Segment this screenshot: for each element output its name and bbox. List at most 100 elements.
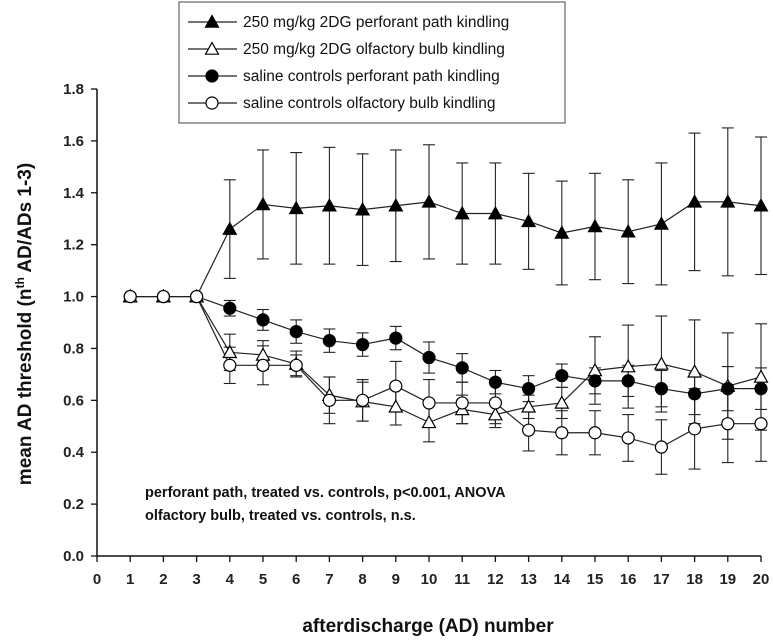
annotation-olfactory-bulb: olfactory bulb, treated vs. controls, n.… [145,508,416,524]
data-point-0 [355,201,371,216]
data-point-1 [620,358,636,373]
data-point-1 [687,364,703,378]
x-tick-label: 17 [653,571,670,588]
x-tick-label: 0 [93,571,101,588]
data-point-3 [356,393,370,407]
data-point-0 [321,198,337,212]
data-point-2 [754,382,768,396]
y-tick-label: 0.2 [63,496,84,513]
x-tick-label: 19 [719,571,736,588]
series-markers [122,194,769,454]
y-tick-label: 1.6 [63,133,84,150]
data-point-1 [421,414,437,429]
x-tick-label: 20 [753,571,770,588]
data-point-3 [654,440,669,454]
data-point-0 [653,216,669,230]
data-point-3 [555,426,569,440]
data-point-2 [588,374,602,388]
legend: 250 mg/kg 2DG perforant path kindling 250… [178,1,566,124]
data-point-0 [222,221,238,235]
x-tick-label: 1 [126,571,134,588]
y-axis-label: mean AD threshold (nth AD/ADs 1-3) [13,163,36,485]
x-tick-label: 12 [487,571,504,588]
data-point-3 [123,289,137,304]
data-point-2 [687,387,702,401]
data-point-3 [521,423,536,437]
data-point-3 [223,358,237,372]
data-point-0 [753,198,769,212]
data-point-2 [389,331,403,345]
data-point-3 [488,396,502,410]
data-point-0 [521,213,537,228]
x-tick-label: 5 [259,571,267,588]
data-point-0 [454,205,470,220]
data-point-1 [653,356,669,370]
legend-marker [204,41,220,55]
x-tick-label: 14 [553,571,570,588]
data-point-3 [588,426,602,440]
data-point-1 [388,399,404,413]
x-tick-label: 8 [358,571,366,588]
data-point-2 [654,382,669,396]
data-point-2 [256,313,270,327]
legend-entry: saline controls perforant path kindling [243,68,500,85]
legend-entry: 250 mg/kg 2DG olfactory bulb kindling [243,41,505,58]
data-point-1 [521,399,537,413]
data-point-1 [554,395,570,409]
series-line-3 [130,295,761,448]
data-point-3 [721,417,735,431]
series-line-1 [130,295,762,424]
data-point-2 [356,337,370,352]
annotation-perforant-path: perforant path, treated vs. controls, p<… [145,485,506,501]
y-axis-label-main: mean AD threshold (n [15,289,36,486]
data-point-0 [255,196,271,211]
legend-marker [204,14,220,28]
y-tick-label: 0.6 [63,392,84,409]
data-point-0 [487,205,503,220]
error-bars [223,127,767,475]
legend-entry: saline controls olfactory bulb kindling [243,95,495,112]
data-point-0 [720,194,736,208]
x-tick-label: 11 [454,571,470,588]
y-tick-label: 1.0 [63,289,84,306]
data-point-0 [620,223,636,238]
data-point-2 [422,350,436,365]
data-point-0 [554,225,570,239]
y-tick-label: 0.0 [63,548,84,565]
x-tick-label: 4 [226,571,235,588]
data-point-3 [621,431,635,445]
x-tick-label: 9 [392,571,400,588]
data-point-0 [288,200,304,215]
data-point-2 [289,324,303,339]
series-line-0 [130,201,762,298]
axes: 0 1 2 3 4 5 6 7 8 9 10 11 12 13 14 15 16 17 18 19 200.00.20.… [63,81,769,588]
x-tick-label: 18 [686,571,703,588]
data-point-2 [322,334,336,348]
data-point-0 [388,198,404,212]
data-point-3 [256,358,270,372]
x-tick-label: 6 [292,571,300,588]
data-point-0 [587,218,603,233]
legend-entry: 250 mg/kg 2DG perforant path kindling [243,14,509,31]
series-lines [130,201,762,448]
x-tick-label: 10 [421,571,438,588]
legend-marker [205,96,219,110]
x-tick-label: 2 [159,571,167,588]
data-point-3 [389,379,403,393]
data-point-3 [687,422,702,436]
x-tick-label: 13 [520,571,537,588]
data-point-3 [190,289,204,304]
data-point-2 [621,374,635,388]
data-point-3 [754,417,768,431]
x-axis-label: afterdischarge (AD) number [302,616,554,637]
data-point-1 [222,344,238,359]
data-point-2 [488,375,502,389]
y-axis-label-tail: AD/ADs 1-3) [15,163,36,277]
data-point-2 [555,369,569,383]
legend-marker [205,69,219,83]
x-tick-label: 16 [620,571,637,588]
data-point-3 [455,396,469,410]
y-tick-label: 0.4 [63,444,85,461]
data-point-2 [455,361,469,375]
